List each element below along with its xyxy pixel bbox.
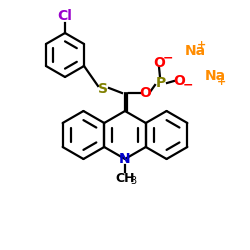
Text: CH: CH xyxy=(115,172,135,186)
Text: S: S xyxy=(98,82,108,96)
Text: O: O xyxy=(153,56,165,70)
Text: +: + xyxy=(216,77,226,87)
Text: −: − xyxy=(183,78,193,92)
Text: −: − xyxy=(163,52,173,64)
Text: Cl: Cl xyxy=(58,9,72,23)
Text: N: N xyxy=(119,152,131,166)
Text: Na: Na xyxy=(205,69,226,83)
Text: Na: Na xyxy=(185,44,206,58)
Text: +: + xyxy=(196,40,205,50)
Text: 3: 3 xyxy=(130,176,136,186)
Text: P: P xyxy=(156,76,166,90)
Text: O: O xyxy=(173,74,185,88)
Text: O: O xyxy=(139,86,151,100)
